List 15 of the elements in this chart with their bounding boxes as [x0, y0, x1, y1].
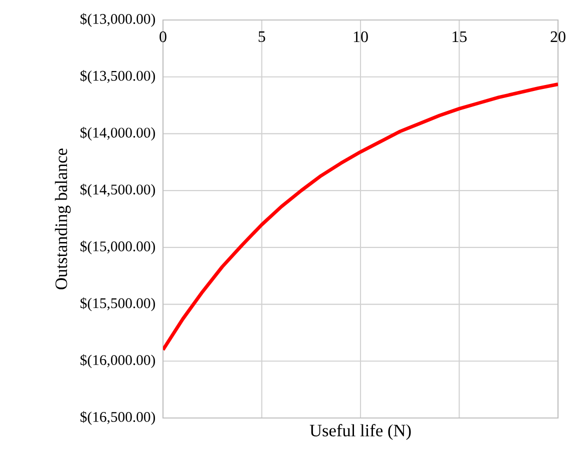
x-tick-label: 15	[452, 31, 467, 42]
y-tick-label: $(14,000.00)	[80, 126, 155, 141]
x-tick-label: 5	[258, 31, 266, 42]
y-tick-label: $(13,000.00)	[80, 13, 155, 27]
y-tick-label: $(14,500.00)	[80, 184, 155, 198]
x-tick-label: 10	[354, 31, 368, 42]
y-tick-label: $(16,500.00)	[80, 411, 155, 425]
y-axis-title: Outstanding balance	[54, 148, 71, 290]
y-tick-label: $(13,500.00)	[80, 70, 155, 84]
x-tick-label: 20	[550, 31, 566, 42]
y-tick-label: $(15,000.00)	[80, 240, 155, 254]
x-axis-title: Useful life (N)	[310, 424, 411, 440]
y-tick-label: $(16,000.00)	[80, 354, 155, 368]
y-tick-label: $(15,500.00)	[80, 297, 155, 312]
x-tick-label: 0	[160, 31, 166, 42]
